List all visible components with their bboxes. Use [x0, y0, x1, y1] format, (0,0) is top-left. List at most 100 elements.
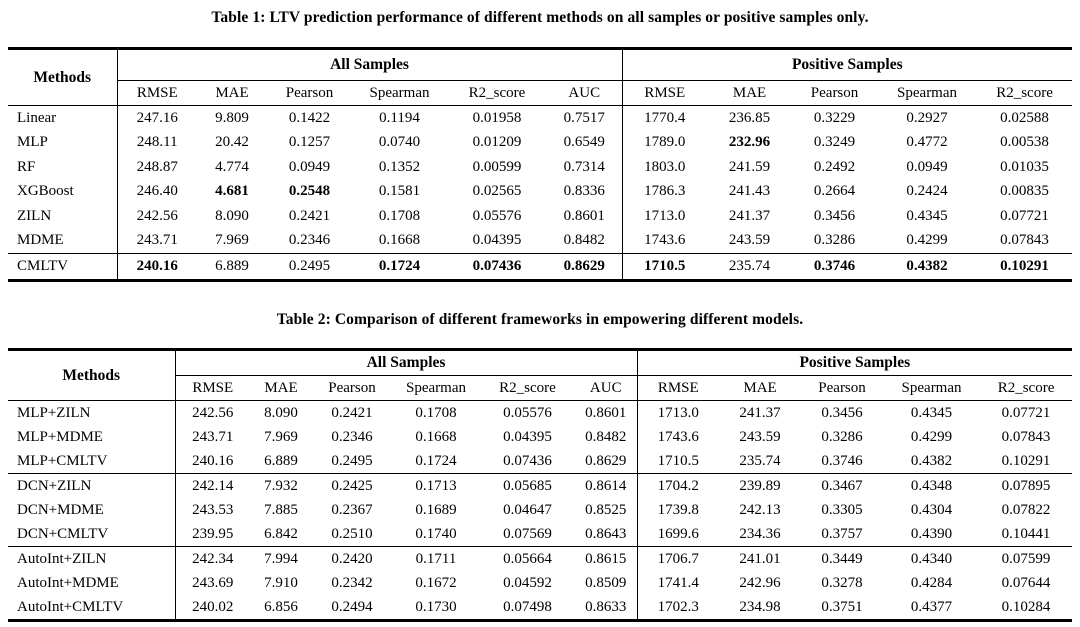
value-cell: 7.885: [264, 501, 298, 518]
value-cell: 0.10291: [977, 253, 1073, 280]
table1-body: Linear 247.16 9.809 0.1422 0.1194 0.01958 0.75…: [8, 105, 1073, 280]
table-row: XGBoost 246.40 4.681 0.2548 0.1581 0.02565 0.8…: [8, 179, 1072, 204]
value-cell: 243.71: [116, 228, 197, 254]
value-cell: 235.74: [707, 253, 793, 280]
value-cell: 242.56: [174, 400, 250, 425]
table2-group-positive-samples: Positive Samples: [636, 349, 1073, 376]
value-cell: 0.8643: [585, 525, 627, 542]
value-cell: 0.3746: [821, 452, 863, 469]
column-header: R2_score: [447, 80, 547, 106]
value-cell: 0.05685: [480, 473, 575, 498]
value-cell: 0.2548: [288, 183, 331, 200]
column-header: MAE: [719, 375, 802, 401]
table1-caption: Table 1: LTV prediction performance of d…: [211, 9, 869, 26]
value-cell: 0.3229: [813, 109, 856, 126]
column-header: AUC: [547, 80, 623, 106]
column-header: Pearson: [801, 375, 884, 401]
column-header: AUC: [575, 375, 638, 401]
column-header: RMSE: [174, 375, 250, 401]
value-cell: 0.3757: [821, 525, 863, 542]
method-cell: ZILN: [17, 207, 52, 224]
value-cell: 247.16: [116, 105, 197, 131]
value-cell: 0.4382: [877, 253, 978, 280]
table-row: AutoInt+ZILN 242.34 7.994 0.2420 0.1711 0.056…: [8, 546, 1073, 571]
method-cell: DCN+CMLTV: [17, 525, 109, 542]
value-cell: 0.07895: [980, 473, 1073, 498]
value-cell: 0.3286: [813, 232, 856, 249]
value-cell: 1699.6: [636, 522, 720, 547]
value-cell: 0.07644: [1001, 574, 1051, 591]
value-cell: 0.1668: [378, 232, 421, 249]
value-cell: 4.774: [215, 158, 249, 175]
value-cell: 0.4304: [910, 501, 953, 518]
value-cell: 0.1257: [288, 134, 331, 151]
column-header: Pearson: [267, 80, 352, 106]
table1: Methods All Samples Positive Samples RMS…: [8, 47, 1073, 282]
value-cell: 0.2495: [267, 253, 352, 280]
value-cell: 0.01958: [472, 109, 522, 126]
value-cell: 0.0740: [378, 134, 421, 151]
value-cell: 0.4390: [910, 525, 953, 542]
value-cell: 0.2927: [906, 109, 948, 126]
value-cell: 0.07599: [980, 546, 1073, 571]
value-cell: 0.3751: [821, 598, 863, 615]
value-cell: 0.1422: [288, 109, 331, 126]
value-cell: 241.59: [728, 158, 771, 175]
value-cell: 0.6549: [563, 134, 605, 151]
value-cell: 0.1730: [415, 598, 457, 615]
method-cell: AutoInt+ZILN: [8, 546, 175, 571]
value-cell: 1743.6: [636, 425, 720, 449]
value-cell: 4.681: [215, 183, 249, 200]
column-header: Spearman: [883, 375, 981, 401]
value-cell: 241.37: [728, 207, 771, 224]
value-cell: 0.3456: [821, 404, 863, 421]
value-cell: 0.2664: [813, 183, 856, 200]
value-cell: 0.2492: [813, 158, 856, 175]
value-cell: 7.969: [264, 428, 298, 445]
value-cell: 0.10284: [1001, 598, 1051, 615]
value-cell: 242.34: [174, 546, 250, 571]
value-cell: 1710.5: [621, 253, 708, 280]
value-cell: 241.01: [719, 546, 802, 571]
method-cell: CMLTV: [8, 253, 117, 280]
method-cell: MLP: [17, 134, 48, 151]
method-cell: DCN+MDME: [17, 501, 104, 518]
value-cell: 0.07436: [503, 452, 552, 469]
value-cell: 0.00538: [1000, 134, 1049, 151]
table1-group-header-row: Methods All Samples Positive Samples: [8, 48, 1073, 106]
table2-body: MLP+ZILN 242.56 8.090 0.2421 0.1708 0.05576 0.…: [8, 400, 1073, 621]
table-row: DCN+MDME 243.53 7.885 0.2367 0.1689 0.04647 0.…: [8, 498, 1072, 522]
value-cell: 235.74: [739, 452, 781, 469]
column-header: MAE: [707, 80, 793, 106]
value-cell: 0.8336: [563, 183, 605, 200]
value-cell: 0.1668: [415, 428, 457, 445]
value-cell: 7.932: [250, 473, 312, 498]
value-cell: 0.4299: [906, 232, 948, 249]
table2: Methods All Samples Positive Samples RMS…: [8, 348, 1073, 622]
value-cell: 0.3249: [813, 134, 856, 151]
table-row: Linear 247.16 9.809 0.1422 0.1194 0.01958 0.75…: [8, 105, 1072, 131]
column-header: RMSE: [621, 80, 708, 106]
value-cell: 0.01035: [1000, 158, 1049, 175]
value-cell: 0.2494: [331, 598, 373, 615]
value-cell: 0.4345: [906, 207, 948, 224]
value-cell: 242.96: [739, 574, 781, 591]
value-cell: 0.4340: [883, 546, 981, 571]
table2-group-all-samples: All Samples: [174, 349, 638, 376]
value-cell: 6.856: [264, 598, 298, 615]
value-cell: 234.36: [739, 525, 781, 542]
value-cell: 0.1713: [392, 473, 480, 498]
method-cell: MLP+CMLTV: [17, 452, 108, 469]
value-cell: 0.7517: [563, 109, 605, 126]
value-cell: 6.889: [264, 452, 298, 469]
value-cell: 6.842: [264, 525, 298, 542]
value-cell: 1789.0: [621, 130, 708, 155]
value-cell: 0.1194: [379, 109, 420, 126]
value-cell: 0.0949: [906, 158, 948, 175]
table-row: ZILN 242.56 8.090 0.2421 0.1708 0.05576 0.8601…: [8, 204, 1072, 229]
value-cell: 1713.0: [636, 400, 720, 425]
value-cell: 0.07843: [1000, 232, 1049, 249]
value-cell: 0.04647: [503, 501, 552, 518]
value-cell: 242.13: [739, 501, 781, 518]
value-cell: 246.40: [116, 179, 197, 204]
